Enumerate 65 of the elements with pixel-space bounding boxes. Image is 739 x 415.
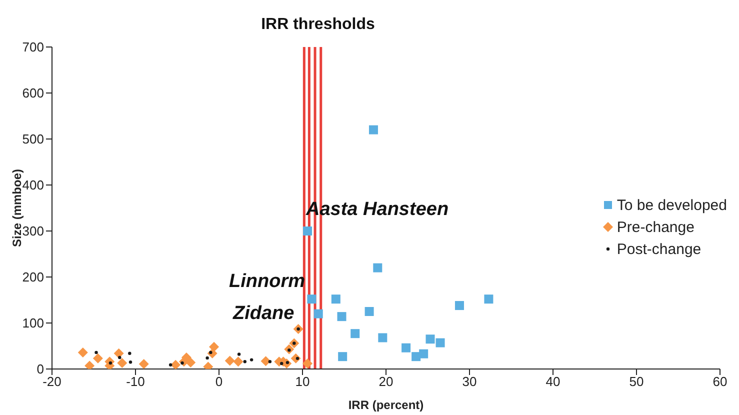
point: [94, 350, 98, 354]
point: [128, 352, 132, 355]
point: [268, 360, 272, 364]
x-tick-label: 20: [378, 374, 394, 390]
legend-label: Post-change: [616, 240, 702, 258]
y-tick-label: 400: [22, 178, 44, 193]
x-tick-label: 60: [712, 374, 728, 390]
x-tick-label: 0: [215, 374, 223, 390]
point: [373, 263, 382, 272]
point: [337, 312, 346, 322]
point: [237, 352, 241, 356]
point: [303, 226, 312, 236]
point: [314, 309, 323, 318]
point: [454, 301, 464, 310]
y-tick-label: 700: [22, 40, 44, 55]
point: [402, 343, 411, 352]
point: [331, 294, 340, 304]
point: [378, 333, 388, 342]
y-axis-title: Size (mmboe): [10, 168, 24, 248]
point: [436, 338, 445, 348]
y-tick-label: 0: [36, 362, 44, 377]
y-tick-label: 600: [22, 86, 44, 101]
point: [364, 307, 374, 316]
point: [186, 358, 196, 368]
point: [170, 360, 181, 369]
legend-label: Pre-change: [616, 218, 694, 236]
point: [350, 329, 360, 338]
x-tick-label: -10: [126, 374, 145, 390]
x-tick-label: -20: [42, 374, 62, 390]
point: [108, 361, 112, 365]
point: [419, 349, 428, 358]
legend-label: To be developed: [616, 196, 727, 214]
annotation: Zidane: [233, 302, 294, 326]
y-tick-label: 500: [22, 132, 44, 147]
point: [233, 356, 244, 367]
point: [426, 334, 435, 344]
point: [206, 356, 209, 360]
point: [368, 125, 378, 134]
point: [338, 352, 348, 362]
point: [78, 347, 88, 358]
point: [117, 358, 128, 368]
x-tick-label: 30: [462, 374, 477, 390]
point: [260, 356, 271, 366]
point: [92, 353, 103, 364]
point: [168, 363, 172, 366]
chart-title: IRR thresholds: [260, 16, 376, 34]
x-tick-label: 10: [295, 374, 310, 390]
point: [250, 358, 254, 362]
y-tick-label: 200: [22, 270, 44, 285]
point: [307, 294, 316, 304]
point: [118, 356, 122, 360]
point: [84, 360, 95, 369]
point: [114, 348, 124, 358]
y-tick-label: 300: [22, 224, 44, 239]
point: [138, 358, 149, 369]
point: [128, 360, 132, 364]
y-tick-label: 100: [22, 316, 44, 331]
point: [302, 358, 313, 368]
x-tick-label: 50: [629, 374, 644, 390]
point: [243, 360, 246, 364]
x-tick-label: 40: [546, 374, 560, 390]
point: [484, 294, 494, 304]
point: [208, 342, 219, 352]
x-axis-title: IRR (percent): [348, 398, 424, 412]
point: [224, 356, 235, 366]
